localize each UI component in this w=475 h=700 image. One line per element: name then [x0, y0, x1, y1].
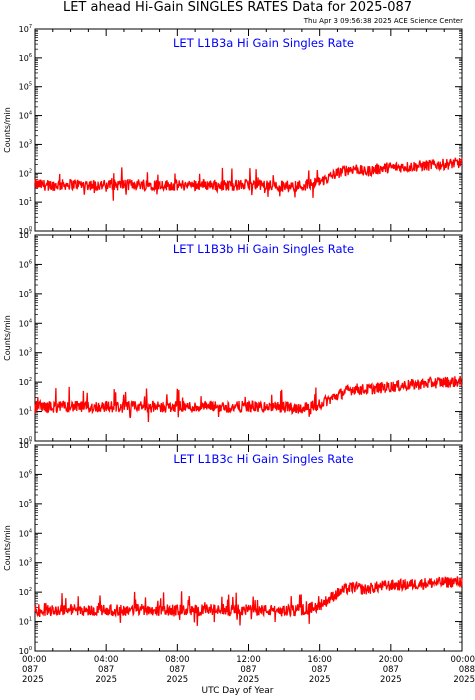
panel-title: LET L1B3a Hi Gain Singles Rate: [173, 36, 354, 50]
x-tick-year: 2025: [22, 675, 44, 685]
x-tick-year: 2025: [238, 675, 260, 685]
series-line: [34, 157, 463, 201]
x-tick-time: 08:00: [165, 655, 190, 665]
series-line: [34, 375, 463, 423]
y-tick-label: 107: [19, 24, 32, 34]
panel-title: LET L1B3c Hi Gain Singles Rate: [173, 452, 353, 466]
y-tick-label: 101: [19, 617, 32, 627]
x-tick-day: 087: [312, 665, 328, 675]
x-tick-time: 16:00: [307, 655, 332, 665]
plot-frame: [34, 28, 463, 232]
chart-panel-1: 100 101 102 103 104 105 106 107 Counts/min LET L1…: [3, 24, 463, 236]
y-tick-label: 103: [19, 139, 32, 149]
y-tick-label: 102: [19, 168, 32, 178]
x-tick-time: 20:00: [379, 655, 404, 665]
y-tick-label: 105: [19, 289, 32, 299]
x-tick-day: 087: [98, 665, 114, 675]
y-tick-label: 104: [19, 111, 32, 121]
y-tick-label: 106: [19, 469, 32, 479]
chart-panel-2: 100 101 102 103 104 105 106 107 Counts/min LET L1…: [3, 230, 463, 446]
y-tick-label: 101: [19, 197, 32, 207]
y-tick-label: 101: [19, 407, 32, 417]
y-tick-label: 104: [19, 318, 32, 328]
y-tick-label: 102: [19, 377, 32, 387]
x-tick-day: 087: [22, 665, 38, 675]
y-tick-label: 106: [19, 259, 32, 269]
x-tick-year: 2025: [95, 675, 117, 685]
series-line: [34, 576, 463, 626]
x-tick-time: 12:00: [236, 655, 261, 665]
y-tick-label: 105: [19, 82, 32, 92]
x-tick-year: 2025: [167, 675, 189, 685]
y-tick-label: 100: [19, 646, 32, 656]
x-tick-year: 2025: [453, 675, 475, 685]
x-tick-day: 087: [383, 665, 399, 675]
y-axis-label: Counts/min: [3, 315, 12, 361]
y-tick-label: 107: [19, 230, 32, 240]
y-axis-label: Counts/min: [3, 107, 12, 153]
x-tick-time: 04:00: [94, 655, 119, 665]
plot-frame: [34, 444, 463, 652]
y-tick-label: 102: [19, 587, 32, 597]
x-tick-day: 087: [169, 665, 185, 675]
y-tick-label: 100: [19, 226, 32, 236]
x-tick-day: 088: [459, 665, 475, 675]
y-tick-label: 105: [19, 499, 32, 509]
y-tick-label: 100: [19, 436, 32, 446]
y-tick-label: 107: [19, 440, 32, 450]
y-tick-label: 103: [19, 348, 32, 358]
y-tick-label: 104: [19, 528, 32, 538]
x-tick-year: 2025: [380, 675, 402, 685]
x-tick-time: 00:00: [22, 655, 47, 665]
page-title: LET ahead Hi-Gain SINGLES RATES Data for…: [62, 0, 413, 15]
x-tick-time: 00:00: [451, 655, 475, 665]
panel-title: LET L1B3b Hi Gain Singles Rate: [173, 242, 354, 256]
x-tick-day: 087: [240, 665, 256, 675]
x-tick-year: 2025: [309, 675, 331, 685]
x-axis-title: UTC Day of Year: [201, 686, 274, 696]
timestamp-label: Thu Apr 3 09:56:38 2025 ACE Science Cent…: [303, 17, 463, 25]
chart-panel-3: 100 101 102 103 104 105 106 107 Counts/min LET L1…: [3, 440, 463, 656]
y-tick-label: 103: [19, 558, 32, 568]
y-tick-label: 106: [19, 53, 32, 63]
y-axis-label: Counts/min: [3, 525, 12, 571]
